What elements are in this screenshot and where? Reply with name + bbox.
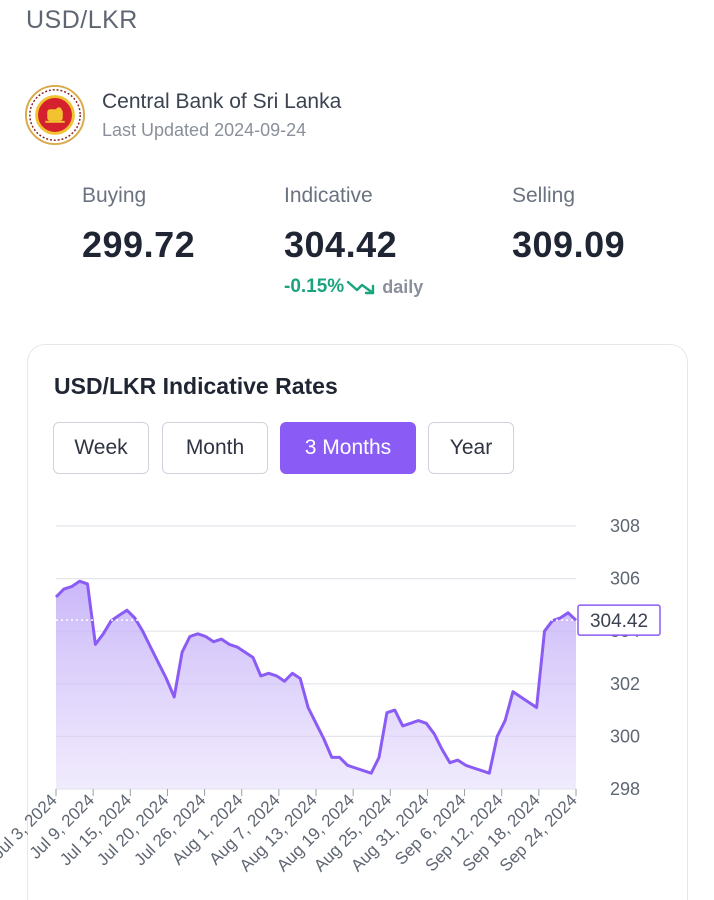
selling-value: 309.09 bbox=[512, 224, 626, 265]
change-period: daily bbox=[382, 276, 424, 297]
y-tick-label: 306 bbox=[610, 569, 640, 589]
indicative-rate: Indicative 304.42 bbox=[284, 184, 397, 266]
range-month-button[interactable]: Month bbox=[162, 422, 268, 474]
buying-rate: Buying 299.72 bbox=[82, 184, 195, 266]
daily-change: -0.15% daily bbox=[284, 276, 423, 298]
last-value-box bbox=[577, 604, 661, 636]
central-bank-seal-icon bbox=[24, 84, 86, 146]
change-percent: -0.15% bbox=[284, 276, 345, 297]
range-week-button[interactable]: Week bbox=[53, 422, 149, 474]
source-name: Central Bank of Sri Lanka bbox=[102, 89, 342, 113]
y-tick-label: 298 bbox=[610, 779, 640, 799]
y-tick-label: 300 bbox=[610, 726, 640, 746]
y-tick-label: 308 bbox=[610, 516, 640, 536]
selling-rate: Selling 309.09 bbox=[512, 184, 625, 266]
buying-label: Buying bbox=[82, 184, 147, 207]
last-updated: Last Updated 2024-09-24 bbox=[102, 119, 307, 140]
chart-title: USD/LKR Indicative Rates bbox=[54, 373, 338, 399]
series-area bbox=[56, 581, 576, 789]
source-block: Central Bank of Sri Lanka Last Updated 2… bbox=[24, 84, 341, 146]
indicative-label: Indicative bbox=[284, 184, 373, 207]
indicative-value: 304.42 bbox=[284, 224, 398, 265]
selling-label: Selling bbox=[512, 184, 576, 207]
range-year-button[interactable]: Year bbox=[428, 422, 514, 474]
last-value-label: 304.42 bbox=[590, 611, 648, 632]
y-tick-label: 302 bbox=[610, 674, 640, 694]
page-title: USD/LKR bbox=[26, 6, 138, 34]
range-3-months-button[interactable]: 3 Months bbox=[280, 422, 416, 474]
buying-value: 299.72 bbox=[82, 224, 196, 265]
trend-down-icon bbox=[347, 280, 375, 295]
